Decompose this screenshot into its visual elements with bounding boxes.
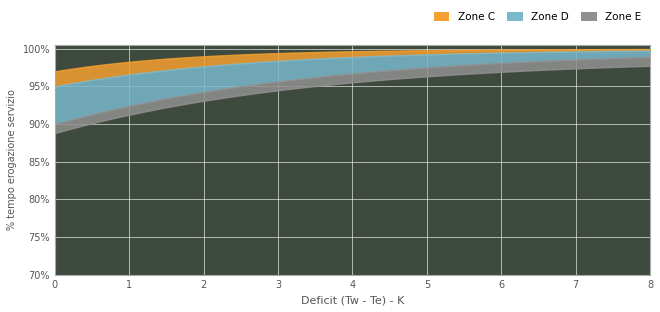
Legend: Zone C, Zone D, Zone E: Zone C, Zone D, Zone E [430, 9, 645, 25]
X-axis label: Deficit (Tw - Te) - K: Deficit (Tw - Te) - K [301, 295, 404, 305]
Y-axis label: % tempo erogazione servizio: % tempo erogazione servizio [7, 89, 17, 230]
